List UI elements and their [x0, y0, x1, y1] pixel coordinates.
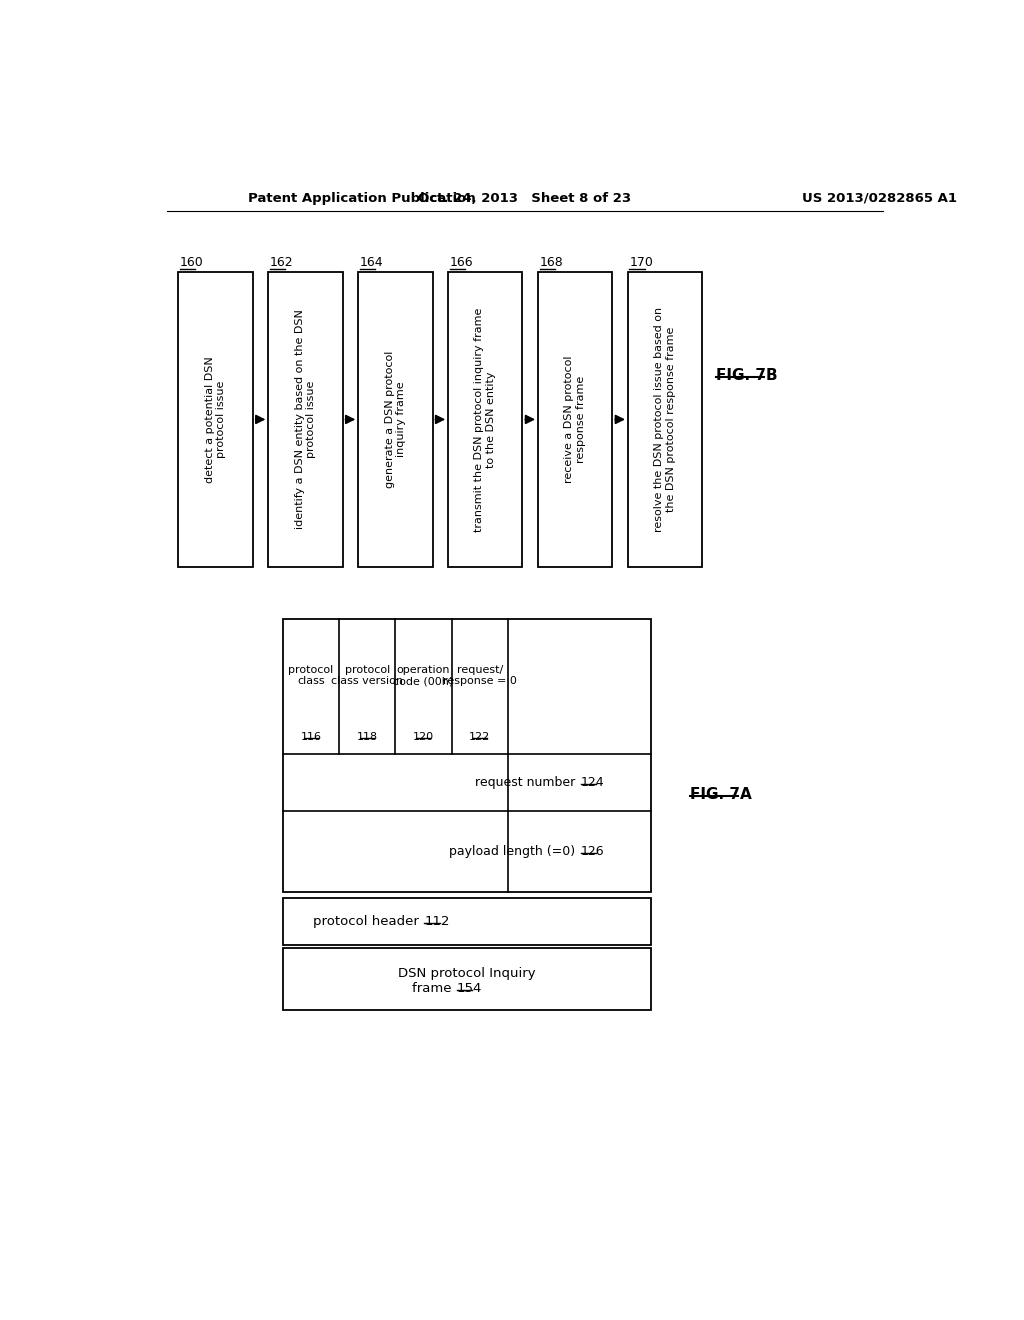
Text: protocol
class version: protocol class version [332, 665, 403, 686]
Text: US 2013/0282865 A1: US 2013/0282865 A1 [802, 191, 957, 205]
Text: 124: 124 [581, 776, 604, 789]
Text: 162: 162 [270, 256, 294, 268]
Text: 116: 116 [301, 731, 322, 742]
Text: detect a potential DSN
protocol issue: detect a potential DSN protocol issue [205, 356, 226, 483]
Bar [449, 272, 522, 566]
Text: protocol header: protocol header [312, 915, 423, 928]
Text: 160: 160 [180, 256, 204, 268]
Text: operation
code (00h): operation code (00h) [393, 665, 454, 686]
Text: frame: frame [412, 982, 456, 995]
Text: FIG. 7A: FIG. 7A [690, 787, 752, 801]
Text: protocol
class: protocol class [289, 665, 334, 686]
Text: transmit the DSN protocol inquiry frame
to the DSN entity: transmit the DSN protocol inquiry frame … [474, 308, 496, 532]
Text: 170: 170 [630, 256, 653, 268]
Text: DSN protocol Inquiry: DSN protocol Inquiry [398, 966, 536, 979]
Text: Patent Application Publication: Patent Application Publication [248, 191, 476, 205]
Text: FIG. 7B: FIG. 7B [716, 368, 778, 383]
Text: request number: request number [475, 776, 580, 789]
Bar [283, 949, 651, 1010]
Text: 120: 120 [413, 731, 434, 742]
Text: 168: 168 [540, 256, 563, 268]
Text: identify a DSN entity based on the DSN
protocol issue: identify a DSN entity based on the DSN p… [295, 309, 316, 529]
Text: receive a DSN protocol
response frame: receive a DSN protocol response frame [564, 355, 586, 483]
Text: 122: 122 [469, 731, 490, 742]
Bar [358, 272, 432, 566]
Text: 164: 164 [359, 256, 383, 268]
Text: payload length (=0): payload length (=0) [450, 845, 580, 858]
Bar [538, 272, 612, 566]
Text: generate a DSN protocol
inquiry frame: generate a DSN protocol inquiry frame [385, 351, 407, 488]
Text: 112: 112 [424, 915, 450, 928]
Text: request/
response = 0: request/ response = 0 [442, 665, 516, 686]
Text: 118: 118 [356, 731, 378, 742]
Text: 166: 166 [450, 256, 473, 268]
Bar [283, 619, 651, 892]
Bar [178, 272, 253, 566]
Text: Oct. 24, 2013 Sheet 8 of 23: Oct. 24, 2013 Sheet 8 of 23 [418, 191, 632, 205]
Text: 126: 126 [581, 845, 604, 858]
Bar [628, 272, 702, 566]
Bar [268, 272, 343, 566]
Text: 154: 154 [457, 982, 482, 995]
Bar [283, 899, 651, 945]
Text: resolve the DSN protocol issue based on
the DSN protocol response frame: resolve the DSN protocol issue based on … [654, 306, 676, 532]
